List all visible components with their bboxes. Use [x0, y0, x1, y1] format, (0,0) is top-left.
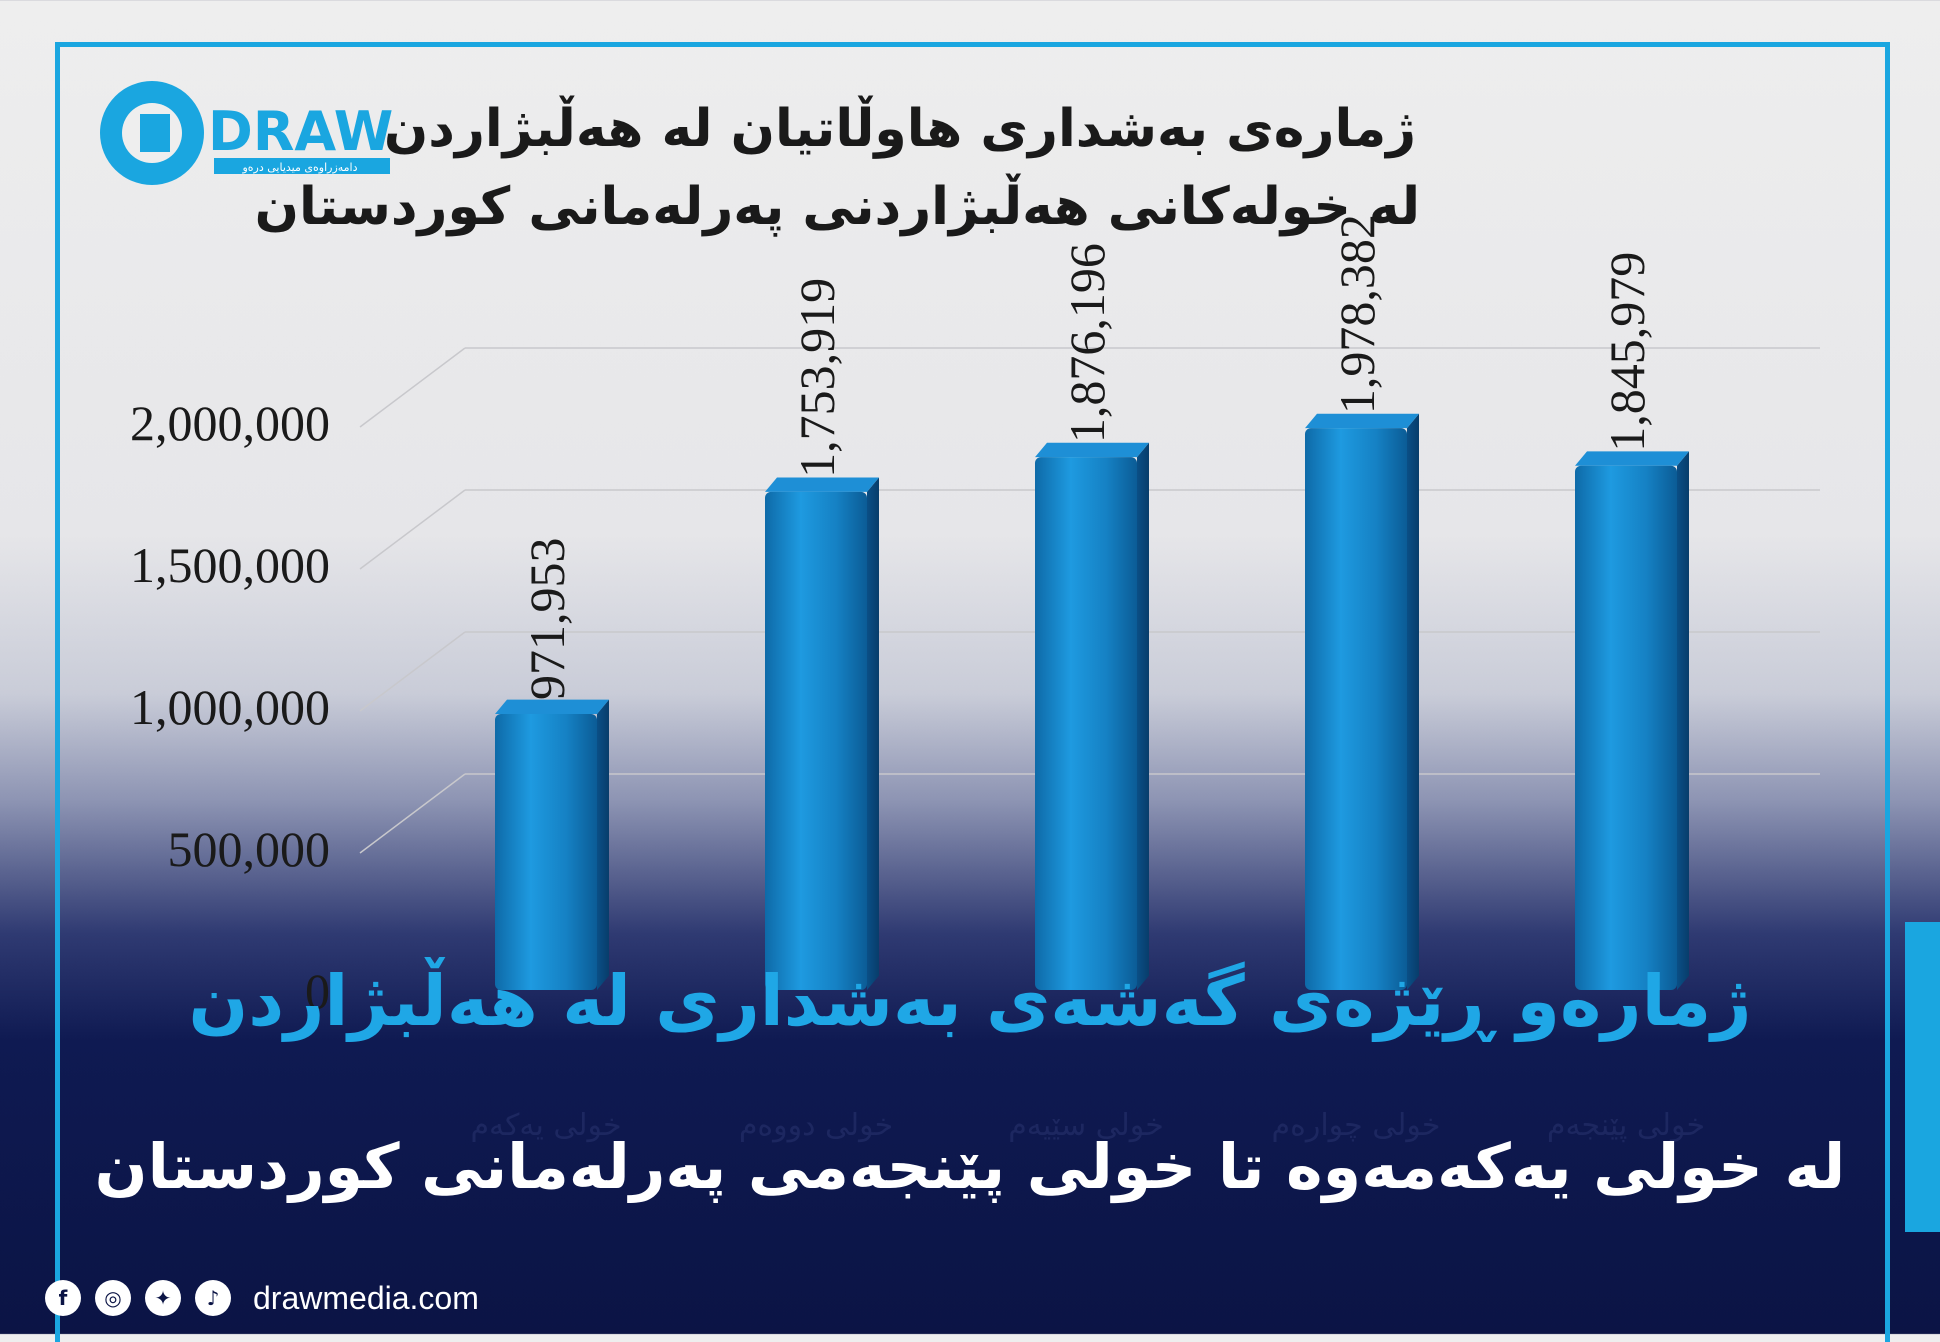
y-tick-label: 2,000,000	[130, 395, 330, 451]
website-link[interactable]: drawmedia.com	[253, 1280, 479, 1317]
bar-top	[1305, 414, 1419, 428]
twitter-icon[interactable]: ✦	[145, 1280, 181, 1316]
data-label: 1,978,382	[1329, 214, 1385, 414]
bar-side	[597, 700, 609, 990]
instagram-icon[interactable]: ◎	[95, 1280, 131, 1316]
bar-side	[1137, 443, 1149, 990]
y-tick-label: 1,000,000	[130, 679, 330, 735]
bar-top	[1035, 443, 1149, 457]
facebook-icon[interactable]: f	[45, 1280, 81, 1316]
bar	[1035, 457, 1137, 990]
bar-side	[867, 477, 879, 990]
data-label: 1,845,979	[1599, 252, 1655, 452]
overlay-title: ژمارەو ڕێژەی گەشەی بەشداری لە هەڵبژاردن	[0, 960, 1940, 1042]
y-tick-label: 1,500,000	[130, 537, 330, 593]
footer: f ◎ ✦ ♪ drawmedia.com	[45, 1278, 479, 1318]
bar-side	[1407, 414, 1419, 990]
y-tick-label: 500,000	[168, 821, 331, 877]
data-label: 971,953	[519, 537, 575, 700]
overlay-subtitle: لە خولی یەکەمەوە تا خولی پێنجەمی پەرلەما…	[0, 1130, 1940, 1203]
gridline-diagonal	[360, 490, 465, 569]
bar-side	[1677, 451, 1689, 990]
bar-top	[495, 700, 609, 714]
bar	[1305, 428, 1407, 990]
data-label: 1,753,919	[789, 278, 845, 478]
bar	[1575, 466, 1677, 990]
gridline-diagonal	[360, 774, 465, 853]
bar	[765, 492, 867, 990]
gridline-diagonal	[360, 632, 465, 711]
bar-top	[1575, 451, 1689, 465]
bar-top	[765, 477, 879, 491]
tiktok-icon[interactable]: ♪	[195, 1280, 231, 1316]
accent-bar	[1905, 922, 1940, 1232]
gridline-diagonal	[360, 348, 465, 427]
data-label: 1,876,196	[1059, 243, 1115, 443]
bar	[495, 714, 597, 990]
